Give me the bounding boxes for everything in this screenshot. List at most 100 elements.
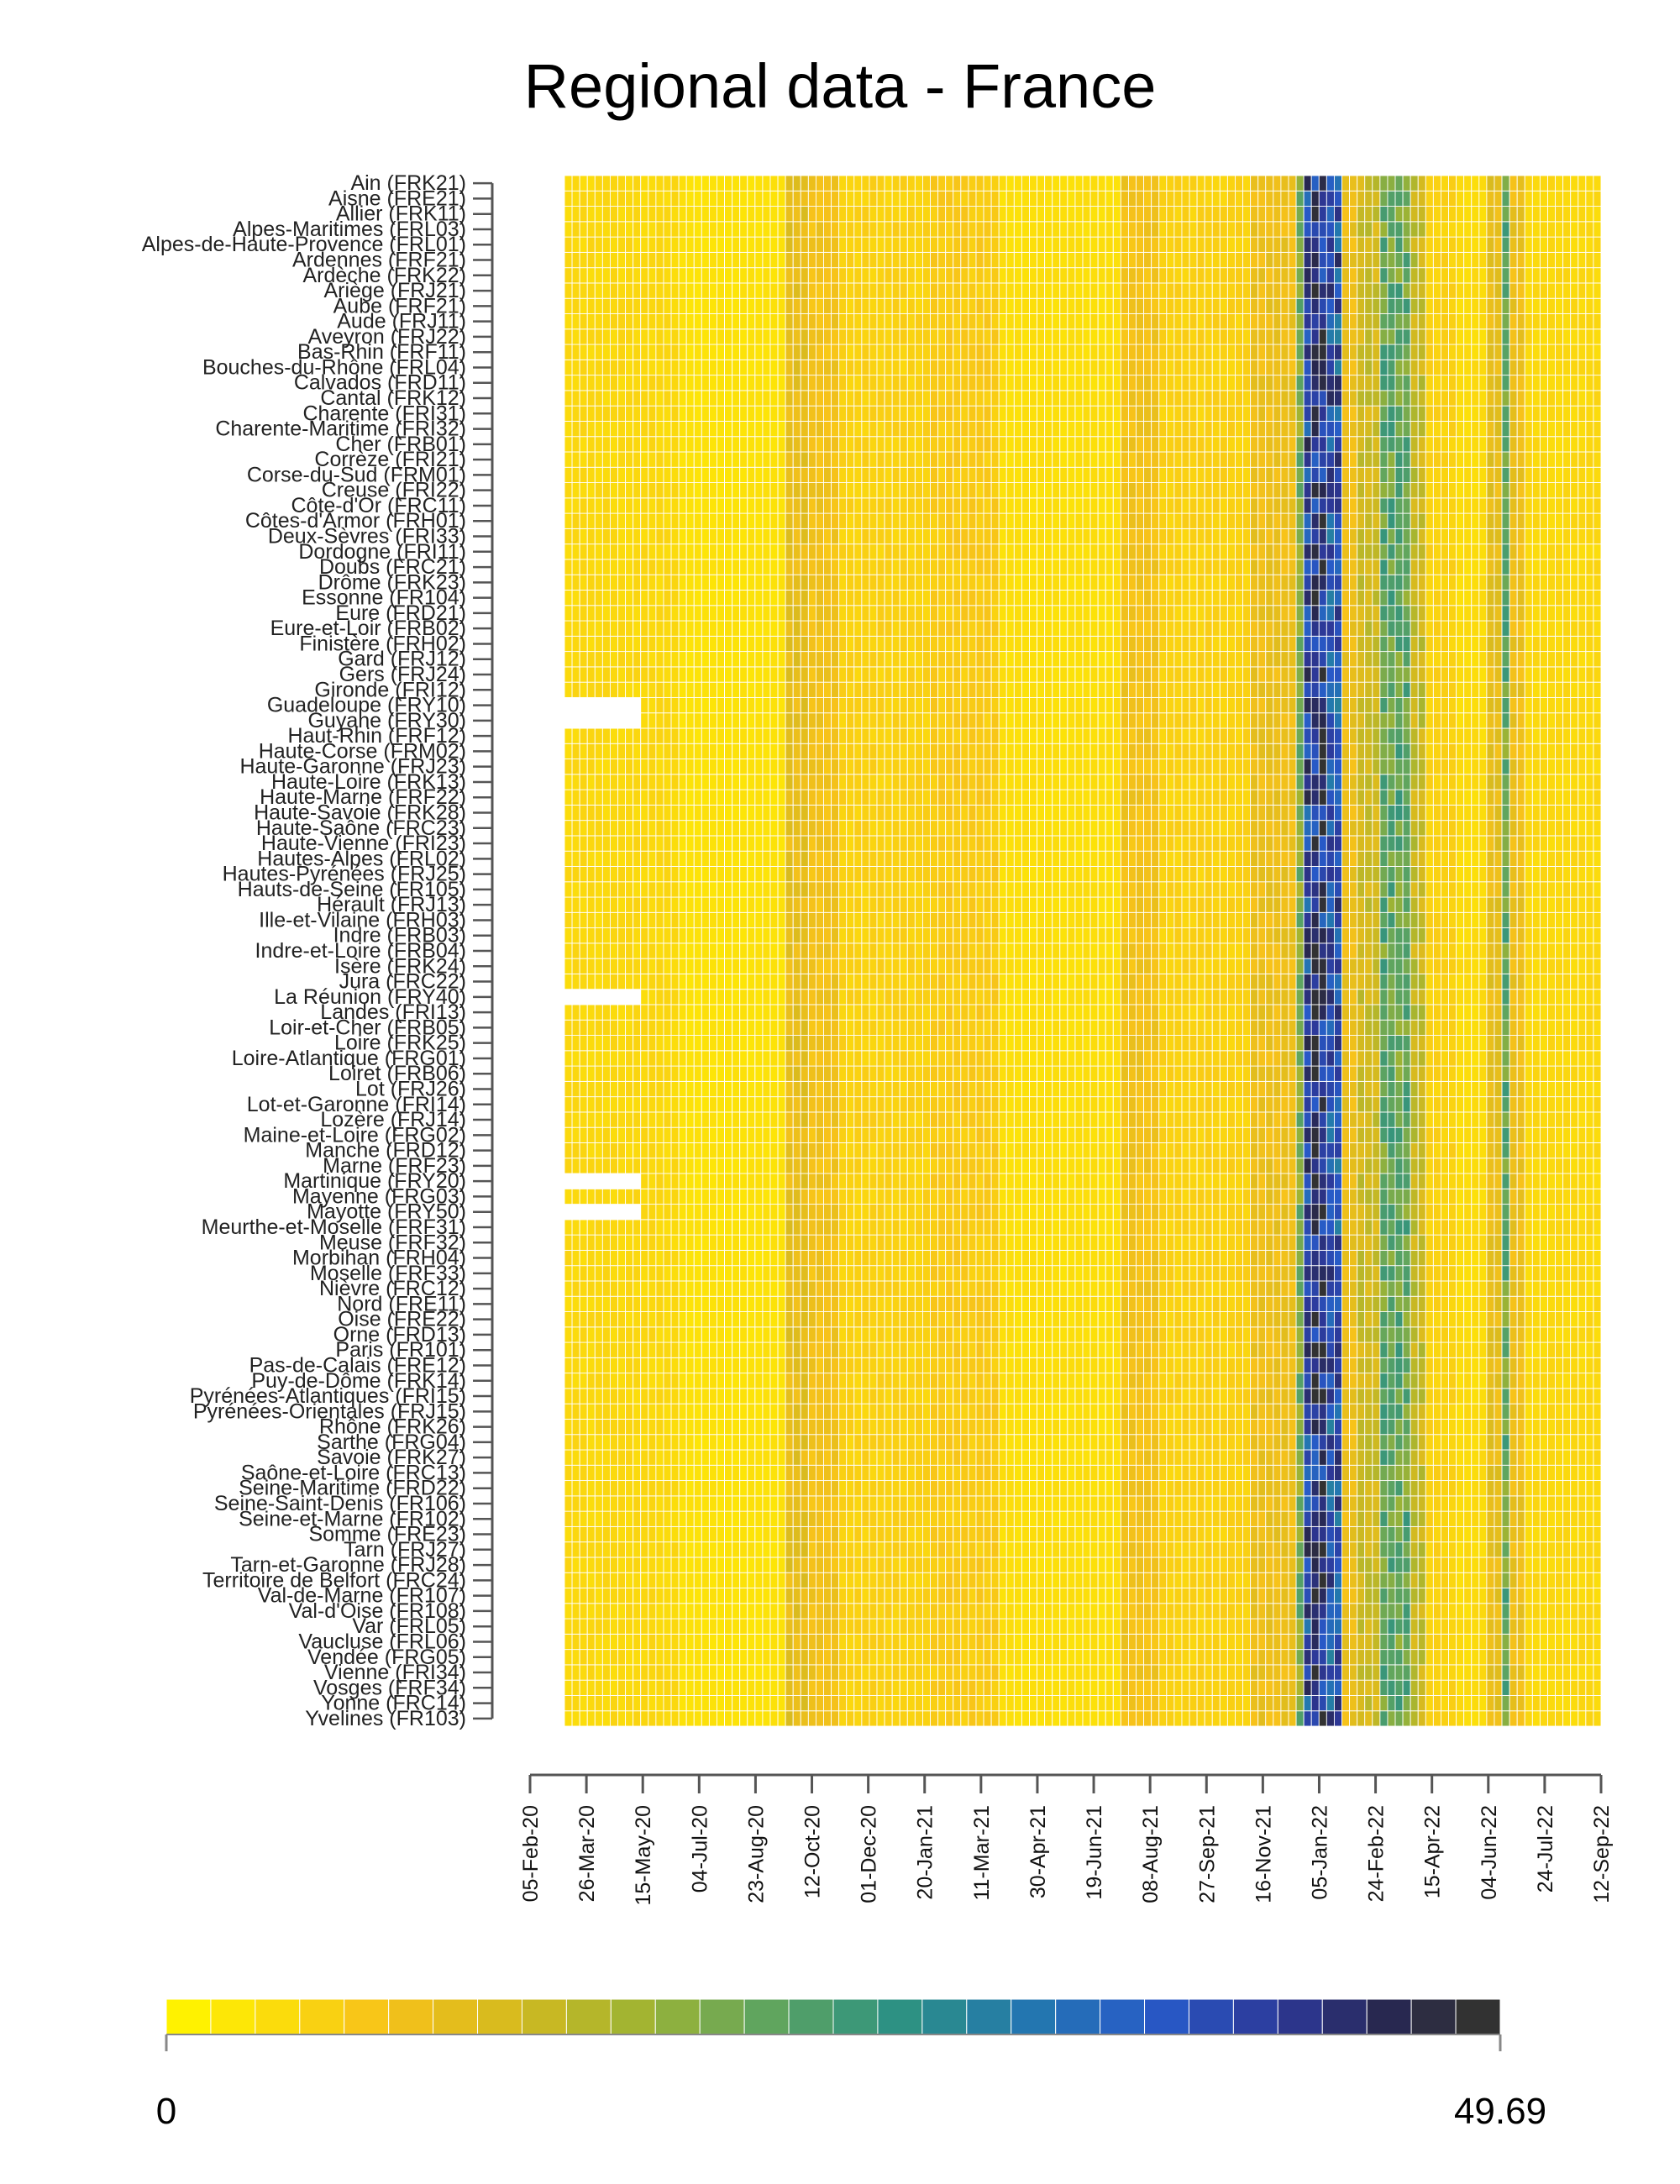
heatmap-cell bbox=[930, 1357, 939, 1374]
heatmap-cell bbox=[1250, 1480, 1259, 1497]
heatmap-cell bbox=[1318, 1710, 1327, 1727]
heatmap-cell bbox=[1318, 1525, 1327, 1543]
heatmap-cell bbox=[906, 1311, 916, 1328]
heatmap-cell bbox=[724, 1649, 733, 1666]
heatmap-cell bbox=[1166, 1326, 1175, 1343]
heatmap-cell bbox=[655, 1357, 664, 1374]
heatmap-cell bbox=[1273, 1188, 1282, 1205]
heatmap-cell bbox=[1379, 1572, 1389, 1588]
heatmap-cell bbox=[838, 1510, 848, 1527]
heatmap-cell bbox=[579, 1679, 588, 1696]
heatmap-cell bbox=[1219, 1341, 1228, 1358]
heatmap-cell bbox=[1417, 1249, 1426, 1267]
heatmap-cell bbox=[708, 1280, 717, 1297]
heatmap-cell bbox=[1379, 1464, 1389, 1482]
heatmap-cell bbox=[906, 1219, 916, 1236]
heatmap-cell bbox=[1037, 1265, 1046, 1282]
y-tick-label: Gard (FRJ12) bbox=[338, 648, 466, 671]
heatmap-cell bbox=[891, 1280, 900, 1297]
heatmap-cell bbox=[586, 1341, 596, 1358]
heatmap-cell bbox=[1509, 1618, 1518, 1635]
heatmap-cell bbox=[1441, 1388, 1449, 1404]
heatmap-cell bbox=[1089, 1188, 1099, 1205]
heatmap-cell bbox=[1593, 1664, 1602, 1681]
heatmap-cell bbox=[1044, 1326, 1053, 1343]
heatmap-cell bbox=[815, 1495, 824, 1512]
heatmap-cell bbox=[564, 1664, 573, 1681]
heatmap-cell bbox=[983, 1188, 992, 1205]
heatmap-cell bbox=[1516, 1373, 1525, 1389]
heatmap-cell bbox=[769, 1280, 779, 1297]
heatmap-cell bbox=[1364, 1280, 1373, 1297]
heatmap-cell bbox=[708, 1480, 717, 1497]
heatmap-cell bbox=[1029, 1679, 1038, 1696]
heatmap-cell bbox=[1555, 1234, 1564, 1251]
heatmap-cell bbox=[1280, 1280, 1289, 1297]
heatmap-cell bbox=[1570, 1541, 1579, 1558]
heatmap-cell bbox=[1402, 1525, 1411, 1543]
heatmap-cell bbox=[617, 1403, 627, 1420]
heatmap-cell bbox=[1120, 1295, 1129, 1312]
heatmap-cell bbox=[975, 1388, 984, 1404]
heatmap-cell bbox=[1044, 1188, 1053, 1205]
heatmap-cell bbox=[1052, 1449, 1061, 1466]
heatmap-cell bbox=[1013, 1357, 1022, 1374]
heatmap-cell bbox=[823, 1510, 832, 1527]
heatmap-cell bbox=[1364, 1188, 1373, 1205]
heatmap-cell bbox=[914, 1403, 923, 1420]
heatmap-cell bbox=[846, 1219, 855, 1236]
heatmap-cell bbox=[1379, 1664, 1389, 1681]
heatmap-cell bbox=[609, 1234, 618, 1251]
heatmap-cell bbox=[586, 1510, 596, 1527]
heatmap-cell bbox=[1578, 1341, 1587, 1358]
heatmap-cell bbox=[1585, 1649, 1594, 1666]
heatmap-cell bbox=[1280, 1603, 1289, 1620]
heatmap-cell bbox=[792, 1557, 801, 1573]
heatmap-cell bbox=[800, 1541, 809, 1558]
heatmap-cell bbox=[1127, 1557, 1137, 1573]
heatmap-cell bbox=[777, 1694, 786, 1712]
heatmap-cell bbox=[922, 1710, 931, 1727]
heatmap-cell bbox=[747, 1204, 756, 1221]
heatmap-cell bbox=[1387, 1510, 1396, 1527]
heatmap-cell bbox=[1044, 1603, 1053, 1620]
heatmap-cell bbox=[663, 1280, 672, 1297]
heatmap-cell bbox=[777, 1188, 786, 1205]
heatmap-cell bbox=[1509, 1357, 1518, 1374]
heatmap-cell bbox=[1555, 1341, 1564, 1358]
heatmap-cell bbox=[1448, 1204, 1457, 1221]
heatmap-cell bbox=[1333, 1419, 1342, 1436]
heatmap-cell bbox=[1143, 1357, 1152, 1374]
heatmap-cell bbox=[838, 1603, 848, 1620]
heatmap-cell bbox=[1478, 1311, 1488, 1328]
heatmap-cell bbox=[762, 1664, 771, 1681]
heatmap-cell bbox=[1074, 1710, 1084, 1727]
heatmap-cell bbox=[831, 1664, 840, 1681]
heatmap-cell bbox=[1333, 1541, 1342, 1558]
heatmap-cell bbox=[571, 1495, 580, 1512]
heatmap-cell bbox=[717, 1557, 725, 1573]
heatmap-cell bbox=[1463, 1618, 1473, 1635]
heatmap-cell bbox=[831, 1219, 840, 1236]
heatmap-cell bbox=[1005, 1664, 1015, 1681]
heatmap-cell bbox=[717, 1525, 725, 1543]
heatmap-cell bbox=[1509, 1234, 1518, 1251]
heatmap-cell bbox=[998, 1588, 1007, 1604]
heatmap-cell bbox=[1531, 1710, 1541, 1727]
heatmap-cell bbox=[1394, 1525, 1404, 1543]
heatmap-cell bbox=[1417, 1480, 1426, 1497]
heatmap-cell bbox=[1394, 1572, 1404, 1588]
heatmap-cell bbox=[1539, 1541, 1548, 1558]
heatmap-cell bbox=[1333, 1219, 1342, 1236]
heatmap-cell bbox=[762, 1434, 771, 1451]
heatmap-cell bbox=[998, 1694, 1007, 1712]
heatmap-cell bbox=[922, 1295, 931, 1312]
heatmap-cell bbox=[1425, 1403, 1434, 1420]
heatmap-cell bbox=[1273, 1572, 1282, 1588]
heatmap-cell bbox=[914, 1541, 923, 1558]
heatmap-cell bbox=[937, 1388, 947, 1404]
heatmap-cell bbox=[1539, 1204, 1548, 1221]
heatmap-cell bbox=[1005, 1341, 1015, 1358]
heatmap-cell bbox=[1029, 1449, 1038, 1466]
heatmap-cell bbox=[579, 1434, 588, 1451]
